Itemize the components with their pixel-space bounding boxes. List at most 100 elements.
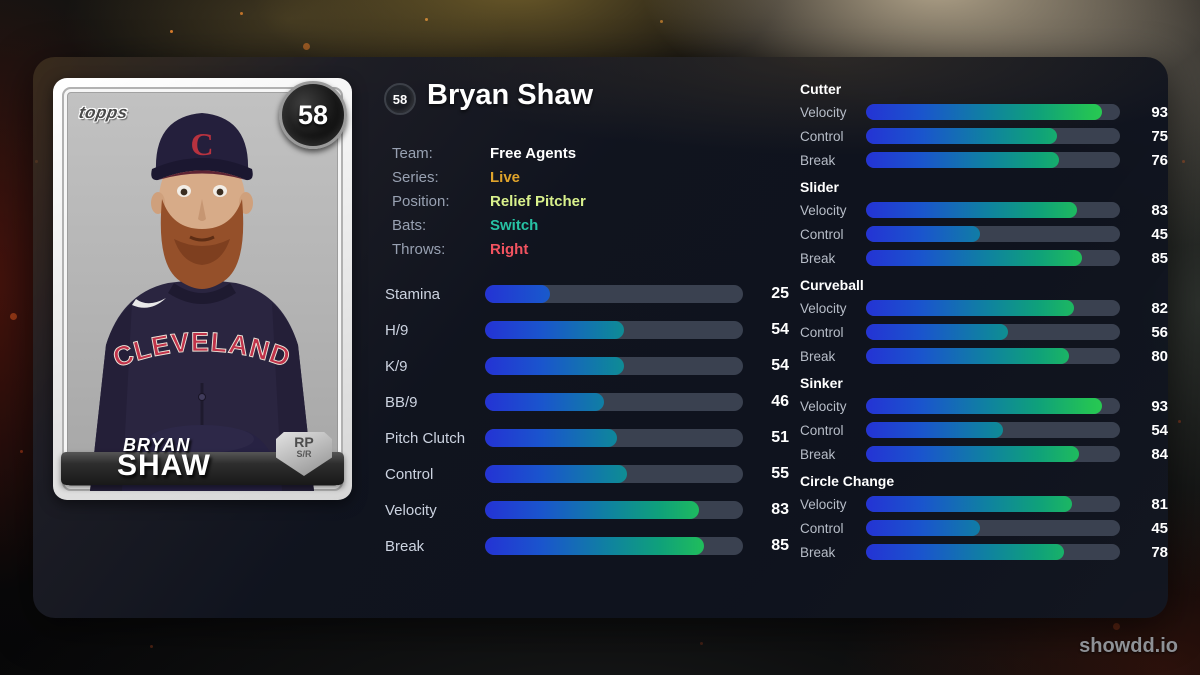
stat-bar-fill — [866, 202, 1077, 218]
attribute-row: Break 85 — [385, 528, 789, 564]
topps-logo: topps — [77, 103, 130, 122]
attribute-value: 55 — [771, 465, 789, 482]
stat-bar-fill — [866, 446, 1080, 462]
stat-bar-track — [485, 321, 743, 339]
pitch-stat-label: Break — [800, 544, 836, 560]
attribute-label: Break — [385, 537, 425, 555]
card-last-name: SHAW — [117, 449, 211, 482]
pitch-stat-value: 45 — [1151, 225, 1168, 243]
player-illustration: C CLEVELAND — [90, 113, 314, 491]
attribute-row: Velocity 83 — [385, 492, 789, 528]
player-info-value: Right — [490, 240, 529, 258]
attribute-label: Stamina — [385, 285, 441, 303]
pitch-stat-value: 85 — [1151, 249, 1168, 267]
player-info-label: Series: — [392, 168, 439, 186]
stat-bar-fill — [866, 520, 981, 536]
pitch-stat-label: Velocity — [800, 202, 847, 218]
player-info-value: Live — [490, 168, 521, 186]
stat-bar-fill — [866, 324, 1009, 340]
pitch-stat-row: Break 80 — [800, 344, 1172, 368]
stat-bar-fill — [485, 393, 604, 411]
pitch-stat-value: 93 — [1151, 103, 1168, 121]
stat-bar-fill — [866, 250, 1082, 266]
pitch-name: Sinker — [800, 375, 843, 391]
stat-bar-track — [866, 446, 1120, 462]
pitch-stat-row: Velocity 82 — [800, 296, 1172, 320]
player-stats-panel: C CLEVELAND topps — [33, 57, 1168, 618]
pitch-name: Slider — [800, 179, 839, 195]
pitch-stat-value: 76 — [1151, 151, 1168, 169]
pitch-stat-row: Control 75 — [800, 124, 1172, 148]
pitch-stat-value: 56 — [1151, 323, 1168, 341]
pitch-stat-value: 83 — [1151, 201, 1168, 219]
stat-bar-fill — [866, 128, 1057, 144]
card-first-name: BRYAN — [123, 435, 191, 455]
pitch-stat-row: Break 78 — [800, 540, 1172, 564]
position-badge: RP S/R — [276, 432, 332, 476]
svg-text:C: C — [190, 126, 213, 162]
player-info-row: Throws: Right — [392, 237, 586, 261]
player-info-value: Relief Pitcher — [490, 192, 586, 210]
pitch-group: Cutter Velocity 93 Control 75 Break 76 — [800, 79, 1172, 172]
player-info-label: Bats: — [392, 216, 427, 234]
pitch-name: Curveball — [800, 277, 864, 293]
stat-bar-track — [866, 300, 1120, 316]
pitch-list: Cutter Velocity 93 Control 75 Break 76 Slider Ve… — [800, 79, 1172, 569]
pitch-stat-row: Control 45 — [800, 222, 1172, 246]
stat-bar-fill — [866, 104, 1103, 120]
pitch-group: Slider Velocity 83 Control 45 Break 85 — [800, 177, 1172, 270]
stat-bar-fill — [866, 398, 1103, 414]
attribute-value: 54 — [771, 321, 789, 338]
attribute-label: Control — [385, 465, 434, 483]
pitch-stat-row: Velocity 93 — [800, 394, 1172, 418]
pitch-group: Sinker Velocity 93 Control 54 Break 84 — [800, 373, 1172, 466]
attribute-value: 46 — [771, 393, 789, 410]
pitch-stat-row: Control 56 — [800, 320, 1172, 344]
player-info-value: Switch — [490, 216, 539, 234]
position-badge-handedness: S/R — [296, 449, 312, 459]
stat-bar-track — [485, 429, 743, 447]
stat-bar-fill — [866, 422, 1004, 438]
stat-bar-track — [485, 357, 743, 375]
pitch-group: Circle Change Velocity 81 Control 45 Break 78 — [800, 471, 1172, 564]
stat-bar-track — [485, 465, 743, 483]
player-card: C CLEVELAND topps — [53, 78, 352, 500]
overall-rating-badge: 58 — [384, 83, 416, 115]
pitch-name: Circle Change — [800, 473, 895, 489]
stat-bar-fill — [485, 285, 550, 303]
stat-bar-track — [866, 152, 1120, 168]
pitch-stat-value: 78 — [1151, 543, 1168, 561]
attribute-label: K/9 — [385, 357, 408, 375]
pitch-stat-value: 81 — [1151, 495, 1168, 513]
attribute-row: Control 55 — [385, 456, 789, 492]
player-photo: C CLEVELAND topps — [62, 87, 343, 491]
stat-bar-fill — [485, 321, 625, 339]
pitch-stat-label: Control — [800, 520, 844, 536]
attribute-row: H/9 54 — [385, 312, 789, 348]
pitch-stat-row: Break 85 — [800, 246, 1172, 270]
stat-bar-track — [485, 393, 743, 411]
pitch-stat-value: 93 — [1151, 397, 1168, 415]
stat-bar-track — [866, 544, 1120, 560]
pitch-stat-label: Break — [800, 152, 836, 168]
pitch-stat-row: Control 54 — [800, 418, 1172, 442]
pitch-stat-label: Break — [800, 348, 836, 364]
attribute-label: Pitch Clutch — [385, 429, 466, 447]
pitch-stat-value: 80 — [1151, 347, 1168, 365]
pitch-stat-label: Break — [800, 446, 836, 462]
attribute-row: K/9 54 — [385, 348, 789, 384]
stat-bar-fill — [866, 544, 1065, 560]
attribute-value: 85 — [771, 537, 789, 554]
pitch-stat-label: Control — [800, 324, 844, 340]
stat-bar-fill — [866, 152, 1060, 168]
stat-bar-fill — [485, 429, 617, 447]
pitch-name: Cutter — [800, 81, 842, 97]
pitch-stat-row: Break 76 — [800, 148, 1172, 172]
attribute-value: 83 — [771, 501, 789, 518]
player-info-label: Team: — [392, 144, 433, 162]
attribute-value: 51 — [771, 429, 789, 446]
pitch-stat-label: Control — [800, 226, 844, 242]
player-info-row: Series: Live — [392, 165, 586, 189]
stat-bar-track — [485, 537, 743, 555]
